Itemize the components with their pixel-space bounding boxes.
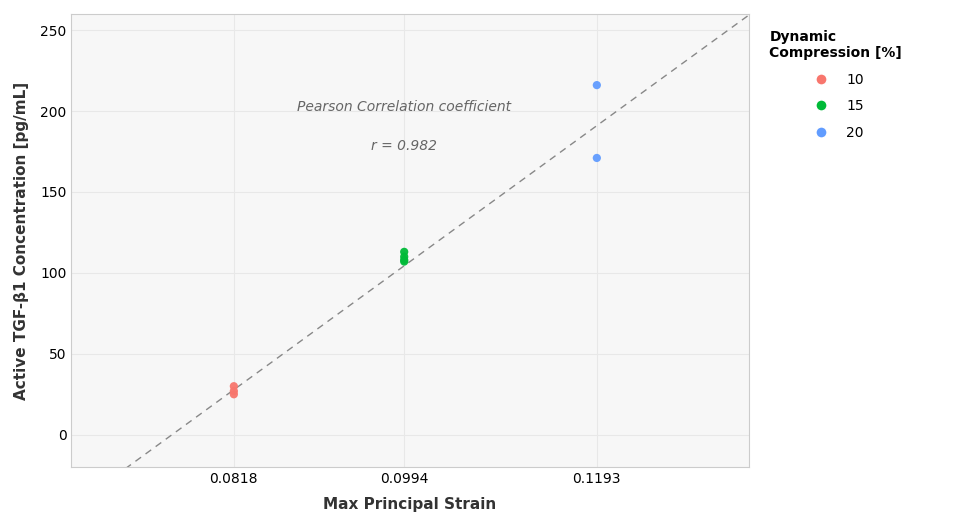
Text: r = 0.982: r = 0.982 (372, 138, 437, 153)
Point (589, 154, 605, 162)
Point (396, 252, 412, 261)
Legend: 10, 15, 20: 10, 15, 20 (769, 30, 902, 139)
Point (589, 81, 605, 89)
X-axis label: Max Principal Strain: Max Principal Strain (324, 497, 496, 512)
Point (227, 390, 242, 399)
Y-axis label: Active TGF-β1 Concentration [pg/mL]: Active TGF-β1 Concentration [pg/mL] (13, 82, 29, 400)
Point (396, 248, 412, 256)
Point (227, 382, 242, 390)
Text: Pearson Correlation coefficient: Pearson Correlation coefficient (298, 100, 512, 114)
Point (396, 257, 412, 266)
Point (396, 256, 412, 264)
Point (227, 387, 242, 395)
